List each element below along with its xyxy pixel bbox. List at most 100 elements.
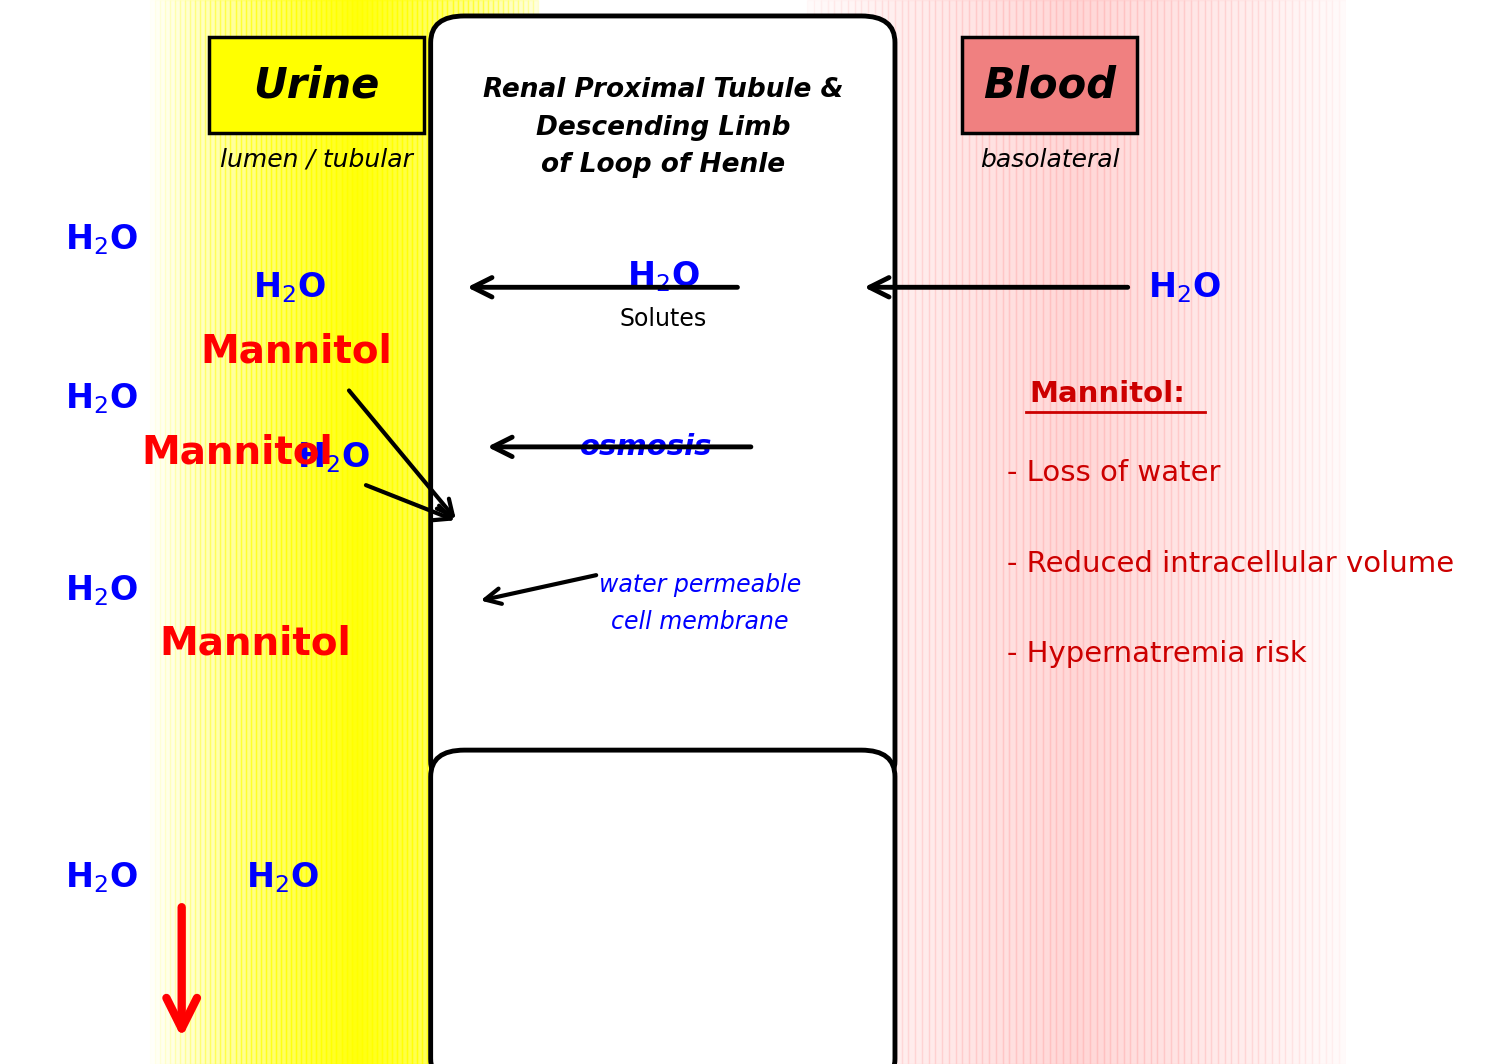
Bar — [144, 0, 150, 1064]
Bar — [1191, 0, 1198, 1064]
Bar — [392, 0, 398, 1064]
Bar — [834, 0, 842, 1064]
Bar — [868, 0, 874, 1064]
Bar — [376, 0, 382, 1064]
Bar — [1278, 0, 1286, 1064]
Bar — [402, 0, 406, 1064]
Bar — [534, 0, 538, 1064]
Text: H$_2$O: H$_2$O — [64, 382, 138, 416]
Bar — [382, 0, 387, 1064]
Bar — [1137, 0, 1144, 1064]
Bar — [398, 0, 402, 1064]
Bar — [366, 0, 372, 1064]
Bar — [1144, 0, 1150, 1064]
Bar — [1090, 0, 1096, 1064]
Bar — [963, 0, 969, 1064]
Bar — [503, 0, 509, 1064]
Text: H$_2$O: H$_2$O — [627, 260, 701, 294]
Bar — [975, 0, 982, 1064]
Bar — [982, 0, 988, 1064]
Bar — [494, 0, 498, 1064]
Bar — [874, 0, 882, 1064]
Bar — [190, 0, 195, 1064]
Bar — [524, 0, 528, 1064]
FancyBboxPatch shape — [430, 16, 896, 787]
Bar — [236, 0, 240, 1064]
Bar — [165, 0, 170, 1064]
Bar — [458, 0, 462, 1064]
Bar — [1286, 0, 1292, 1064]
Bar — [231, 0, 236, 1064]
Bar — [1158, 0, 1164, 1064]
Bar — [1056, 0, 1064, 1064]
Bar — [1036, 0, 1042, 1064]
Bar — [1198, 0, 1204, 1064]
Bar — [1104, 0, 1110, 1064]
Bar — [956, 0, 963, 1064]
Text: Urine: Urine — [254, 64, 380, 106]
Bar — [246, 0, 250, 1064]
Bar — [140, 0, 144, 1064]
Bar — [342, 0, 346, 1064]
Bar — [266, 0, 272, 1064]
FancyBboxPatch shape — [963, 37, 1137, 133]
Text: H$_2$O: H$_2$O — [64, 222, 138, 256]
Bar — [472, 0, 478, 1064]
Text: H$_2$O: H$_2$O — [246, 861, 320, 895]
Text: - Reduced intracellular volume: - Reduced intracellular volume — [1007, 550, 1454, 578]
Bar — [842, 0, 848, 1064]
Bar — [1245, 0, 1251, 1064]
Text: Descending Limb: Descending Limb — [536, 115, 790, 140]
Bar — [240, 0, 246, 1064]
Bar — [387, 0, 392, 1064]
Text: of Loop of Henle: of Loop of Henle — [542, 152, 786, 178]
Bar — [902, 0, 909, 1064]
Bar — [1251, 0, 1258, 1064]
Bar — [1305, 0, 1312, 1064]
Bar — [1218, 0, 1224, 1064]
Bar — [509, 0, 513, 1064]
Text: Mannitol: Mannitol — [200, 332, 392, 370]
Bar — [251, 0, 255, 1064]
Text: cell membrane: cell membrane — [610, 611, 789, 634]
Bar — [1292, 0, 1299, 1064]
Bar — [447, 0, 453, 1064]
Text: - Loss of water: - Loss of water — [1007, 460, 1220, 487]
Bar — [336, 0, 342, 1064]
Text: water permeable: water permeable — [598, 573, 801, 597]
Bar — [210, 0, 216, 1064]
Bar — [498, 0, 502, 1064]
Bar — [432, 0, 438, 1064]
Bar — [855, 0, 861, 1064]
Bar — [351, 0, 357, 1064]
Bar — [225, 0, 231, 1064]
Bar — [513, 0, 517, 1064]
Bar — [1299, 0, 1305, 1064]
Bar — [316, 0, 321, 1064]
Bar — [909, 0, 915, 1064]
Bar — [170, 0, 176, 1064]
Bar — [462, 0, 468, 1064]
Bar — [821, 0, 828, 1064]
Bar — [1340, 0, 1346, 1064]
Bar — [1210, 0, 1218, 1064]
Text: osmosis: osmosis — [579, 433, 712, 461]
Bar — [483, 0, 488, 1064]
Bar — [1050, 0, 1056, 1064]
Bar — [332, 0, 336, 1064]
Bar — [861, 0, 868, 1064]
Bar — [1023, 0, 1029, 1064]
Bar — [423, 0, 427, 1064]
Text: lumen / tubular: lumen / tubular — [220, 148, 413, 171]
Bar — [1318, 0, 1326, 1064]
Bar — [160, 0, 165, 1064]
Bar — [272, 0, 276, 1064]
Bar — [936, 0, 942, 1064]
Bar — [216, 0, 220, 1064]
Bar — [1232, 0, 1238, 1064]
Text: Blood: Blood — [982, 64, 1116, 106]
Bar — [1172, 0, 1178, 1064]
Text: H$_2$O: H$_2$O — [64, 861, 138, 895]
Bar — [1264, 0, 1272, 1064]
Bar — [1224, 0, 1232, 1064]
